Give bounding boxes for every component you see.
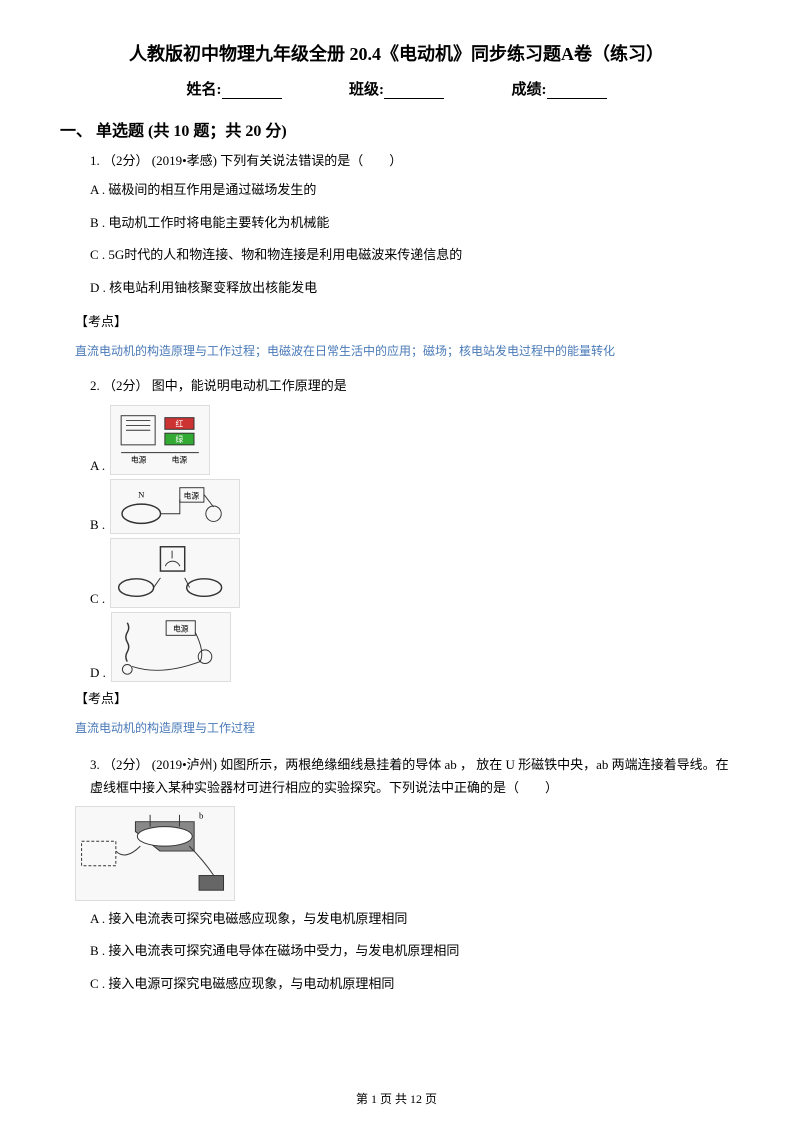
svg-text:b: b bbox=[199, 810, 204, 820]
svg-text:电源: 电源 bbox=[172, 454, 188, 464]
page-title: 人教版初中物理九年级全册 20.4《电动机》同步练习题A卷（练习） bbox=[60, 40, 733, 66]
section-1-title: 一、 单选题 (共 10 题；共 20 分) bbox=[60, 117, 733, 141]
q2-kaodian-text: 直流电动机的构造原理与工作过程 bbox=[60, 719, 733, 737]
header-fields: 姓名: 班级: 成绩: bbox=[60, 78, 733, 99]
q2-optc-letter: C . bbox=[90, 590, 105, 608]
q2-optd-letter: D . bbox=[90, 664, 106, 682]
q2-option-c: C . bbox=[60, 538, 733, 608]
q2-kaodian-label: 【考点】 bbox=[60, 688, 733, 707]
name-blank bbox=[222, 85, 282, 99]
q3-option-a: A . 接入电流表可探究电磁感应现象，与发电机原理相同 bbox=[60, 909, 733, 930]
class-blank bbox=[384, 85, 444, 99]
q1-kaodian-text: 直流电动机的构造原理与工作过程；电磁波在日常生活中的应用；磁场；核电站发电过程中… bbox=[60, 342, 733, 360]
svg-text:绿: 绿 bbox=[176, 435, 184, 444]
q1-stem: 1. （2分） (2019•孝感) 下列有关说法错误的是（ ） bbox=[60, 151, 733, 172]
q1-option-a: A . 磁极间的相互作用是通过磁场发生的 bbox=[60, 180, 733, 201]
q3-diagram-wrap: b bbox=[60, 806, 733, 901]
q1-kaodian-label: 【考点】 bbox=[60, 311, 733, 330]
q3-option-b: B . 接入电流表可探究通电导体在磁场中受力，与发电机原理相同 bbox=[60, 941, 733, 962]
q2-optd-diagram: 电源 bbox=[111, 612, 231, 682]
name-label: 姓名: bbox=[187, 78, 222, 99]
q1-option-c: C . 5G时代的人和物连接、物和物连接是利用电磁波来传递信息的 bbox=[60, 245, 733, 266]
q2-opta-letter: A . bbox=[90, 457, 105, 475]
q3-option-c: C . 接入电源可探究电磁感应现象，与电动机原理相同 bbox=[60, 974, 733, 995]
class-label: 班级: bbox=[349, 78, 384, 99]
q2-option-a: A . 红 绿 电源 电源 bbox=[60, 405, 733, 475]
q2-option-b: B . N 电源 bbox=[60, 479, 733, 534]
svg-text:电源: 电源 bbox=[173, 623, 189, 633]
svg-text:电源: 电源 bbox=[131, 454, 147, 464]
score-label: 成绩: bbox=[512, 78, 547, 99]
q3-stem: 3. （2分） (2019•泸州) 如图所示，两根绝缘细线悬挂着的导体 ab ，… bbox=[60, 753, 733, 800]
q2-optb-diagram: N 电源 bbox=[110, 479, 240, 534]
q2-stem: 2. （2分） 图中，能说明电动机工作原理的是 bbox=[60, 376, 733, 397]
q2-optc-diagram bbox=[110, 538, 240, 608]
q1-option-b: B . 电动机工作时将电能主要转化为机械能 bbox=[60, 213, 733, 234]
q2-option-d: D . 电源 bbox=[60, 612, 733, 682]
svg-text:N: N bbox=[139, 489, 146, 499]
page-footer: 第 1 页 共 12 页 bbox=[0, 1090, 793, 1107]
q2-optb-letter: B . bbox=[90, 516, 105, 534]
score-blank bbox=[547, 85, 607, 99]
q2-opta-diagram: 红 绿 电源 电源 bbox=[110, 405, 210, 475]
q3-diagram: b bbox=[75, 806, 235, 901]
svg-text:红: 红 bbox=[176, 418, 184, 428]
svg-text:电源: 电源 bbox=[184, 490, 200, 500]
q1-option-d: D . 核电站利用铀核聚变释放出核能发电 bbox=[60, 278, 733, 299]
